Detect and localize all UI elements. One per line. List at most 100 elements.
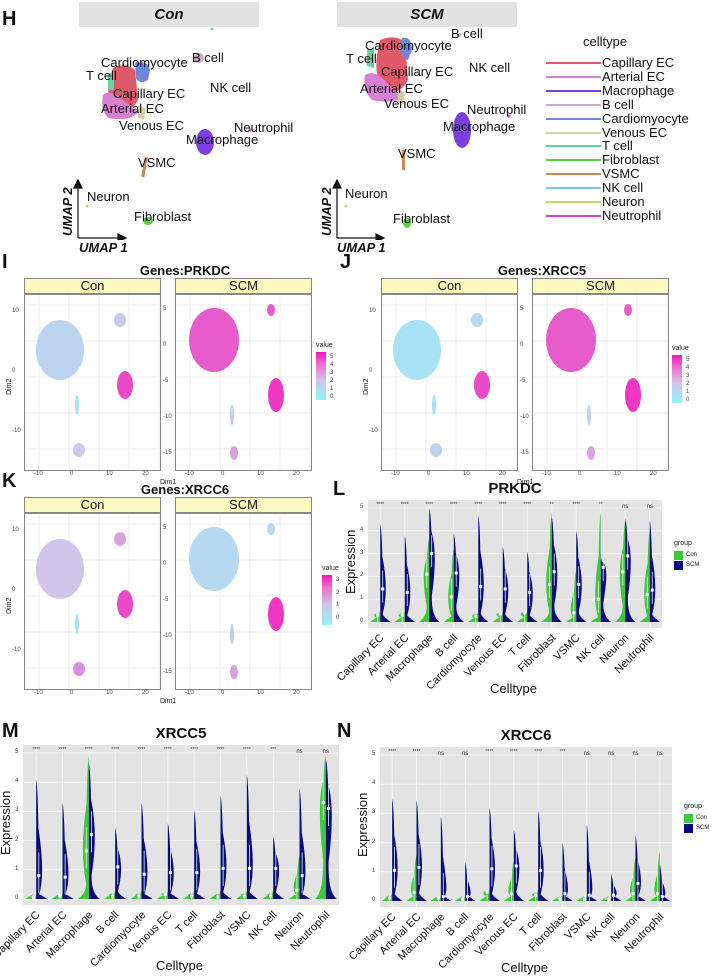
umap-clusters: [73, 27, 511, 240]
facet-strip-scm-j: SCM: [532, 278, 669, 294]
y-tick-n: 4: [372, 780, 376, 787]
y-tick-scm-k: -15: [163, 669, 172, 675]
median-point: [503, 587, 507, 591]
cell-cluster: [117, 371, 133, 399]
cell-cluster: [73, 443, 85, 457]
violin-plot-m: **** **** **** **** **** **** **** **** **** *** n…: [23, 745, 339, 905]
significance-mark: ****: [217, 747, 225, 753]
colorbar-tick-i: 0: [330, 394, 334, 400]
violin-con-nk-cell: [590, 512, 601, 622]
violin-scm-t-cell: [194, 809, 206, 899]
colorbar-title-j: value: [672, 345, 689, 352]
feature-title-k: Genes:XRCC6: [140, 482, 230, 497]
median-point: [116, 865, 120, 869]
significance-mark: ns: [632, 751, 638, 757]
colorbar-tick-i: 3: [330, 370, 334, 376]
facet-strip-con-i: Con: [24, 278, 161, 294]
y-tick-n: 0: [372, 897, 376, 903]
legend-key-neuron: [546, 201, 601, 203]
significance-mark: ****: [111, 747, 119, 753]
legend-key-macrophage: [546, 89, 601, 92]
cell-cluster: [114, 313, 126, 327]
median-point: [461, 898, 465, 902]
facet-strip-scm-i: SCM: [175, 278, 312, 294]
violin-con-fibroblast: [541, 512, 552, 622]
y-tick-m: 5: [15, 749, 19, 755]
y-tick-scm-i: 5: [163, 306, 167, 312]
significance-mark: ***: [560, 749, 566, 755]
significance-mark: ns: [462, 751, 468, 757]
cluster-vsmc-scm: [402, 150, 405, 170]
median-point: [485, 890, 489, 894]
label-cardiomyocyte-scm: Cardiomyocyte: [365, 38, 452, 53]
x-axis-label-j: Dim1: [517, 479, 534, 486]
median-point: [269, 894, 273, 898]
cluster-t-cell-scm: [367, 48, 374, 68]
violin-scm-neutrophil: [325, 758, 337, 899]
umap1-label-scm: UMAP 1: [337, 240, 386, 255]
violin-scm-arterial-ec: [404, 535, 416, 622]
significance-mark: ****: [243, 747, 251, 753]
colorbar-tick-j: 4: [686, 365, 690, 371]
median-point: [449, 595, 453, 599]
median-point: [400, 613, 404, 617]
cluster-vsmc-con: [141, 156, 148, 178]
violin-scm-b-cell: [465, 861, 476, 901]
label-macrophage-scm: Macrophage: [443, 119, 516, 134]
median-point: [321, 801, 325, 805]
cell-cluster: [268, 378, 284, 412]
facet-strip-scm: SCM: [337, 2, 517, 27]
violin-scm-neutrophil: [649, 520, 661, 622]
y-tick-m: 4: [15, 778, 19, 785]
legend-swatch-scm-n: [684, 824, 693, 833]
median-point: [479, 585, 483, 589]
label-venous-ec-scm: Venous EC: [384, 96, 450, 111]
median-point: [388, 896, 392, 900]
median-point: [142, 872, 146, 876]
violin-scm-macrophage: [429, 508, 440, 622]
significance-mark: ****: [572, 502, 580, 508]
median-point: [582, 898, 586, 902]
colorbar-tick-k: 1: [336, 602, 340, 608]
cell-cluster: [430, 443, 442, 457]
cell-cluster: [432, 395, 436, 415]
significance-mark: ****: [32, 747, 40, 753]
panel-letter-j: J: [340, 251, 352, 273]
violin-scm-venous-ec: [502, 546, 514, 622]
umap2-label-scm: UMAP 2: [319, 187, 334, 236]
umap-axes-con: [73, 178, 128, 240]
y-tick-l: 3: [360, 549, 364, 556]
label-fibroblast-con: Fibroblast: [134, 209, 192, 224]
label-b-cell-con: B cell: [192, 50, 224, 65]
cell-cluster: [230, 624, 234, 644]
median-point: [552, 570, 556, 574]
x-tick-scm-k: 10: [257, 690, 264, 696]
median-point: [636, 881, 640, 885]
legend-key-nk-cell: [546, 187, 601, 190]
x-axis-label-m: Celltype: [156, 958, 203, 973]
cluster-arterial-ec-scm: [364, 73, 402, 102]
x-tick-con-j: 10: [463, 471, 470, 477]
cluster-arterial-ec-con: [102, 92, 138, 120]
y-axis-label-m: Expression: [0, 790, 13, 855]
legend-label-b-cell: B cell: [602, 96, 634, 112]
violin-scm-capillary-ec: [36, 779, 48, 899]
x-axis-label-n: Celltype: [501, 960, 548, 975]
violin-scm-neuron: [299, 788, 311, 899]
feature-plot-con-i: [24, 294, 161, 471]
significance-mark: ns: [323, 749, 329, 755]
median-point: [441, 895, 445, 899]
violin-scm-b-cell: [115, 827, 127, 899]
median-point: [626, 554, 630, 558]
violin-scm-neuron: [625, 518, 636, 622]
median-point: [242, 894, 246, 898]
y-tick-n: 3: [372, 809, 376, 816]
cell-cluster: [73, 662, 85, 676]
cell-cluster: [587, 446, 595, 460]
umap2-label-con: UMAP 2: [60, 187, 75, 236]
violin-scm-fibroblast: [551, 517, 563, 622]
median-point: [660, 895, 664, 899]
label-vsmc-con: VSMC: [138, 155, 176, 170]
legend-key-arterial-ec: [546, 75, 601, 78]
x-tick-scm-i: 10: [257, 471, 264, 477]
